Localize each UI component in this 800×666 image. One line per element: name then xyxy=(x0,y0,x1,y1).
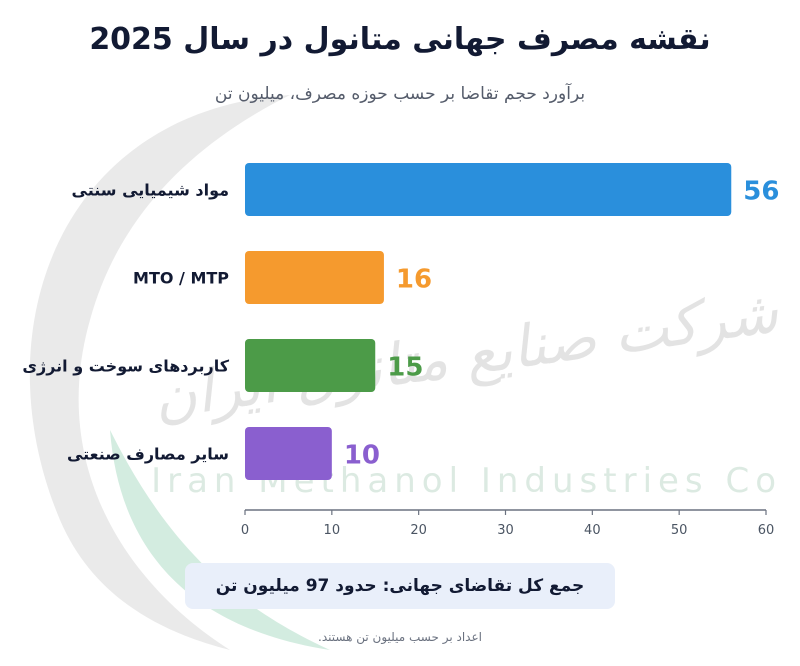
category-label-2: کاربردهای سوخت و انرژی xyxy=(22,357,229,376)
bar-2 xyxy=(245,339,376,392)
x-tick-label-5: 50 xyxy=(671,523,688,538)
x-tick-label-6: 60 xyxy=(758,523,775,538)
x-tick-label-4: 40 xyxy=(584,523,601,538)
bar-value-label-0: 56 xyxy=(743,177,779,207)
category-label-1: MTO / MTP xyxy=(133,269,229,288)
bar-value-label-1: 16 xyxy=(396,265,432,295)
x-tick-label-2: 20 xyxy=(410,523,427,538)
footnote: اعداد بر حسب میلیون تن هستند. xyxy=(318,630,482,644)
x-tick-label-3: 30 xyxy=(497,523,514,538)
bar-chart: 56 مواد شیمیایی سنتی 16 MTO / MTP 15 کاربردها… xyxy=(22,163,779,538)
total-demand-note: جمع کل تقاضای جهانی: حدود 97 میلیون تن xyxy=(185,563,615,609)
chart-title: نقشه مصرف جهانی متانول در سال 2025 xyxy=(89,22,711,57)
bar-value-label-3: 10 xyxy=(344,441,380,471)
bar-0 xyxy=(245,163,732,216)
total-demand-text: جمع کل تقاضای جهانی: حدود 97 میلیون تن xyxy=(215,576,585,596)
bar-value-label-2: 15 xyxy=(387,353,423,383)
x-tick-label-1: 10 xyxy=(324,523,341,538)
category-label-3: سایر مصارف صنعتی xyxy=(67,445,229,464)
chart-subtitle: برآورد حجم تقاضا بر حسب حوزه مصرف، میلیو… xyxy=(214,84,586,104)
category-label-0: مواد شیمیایی سنتی xyxy=(72,181,229,200)
bar-3 xyxy=(245,427,332,480)
bar-1 xyxy=(245,251,384,304)
x-tick-label-0: 0 xyxy=(241,523,249,538)
